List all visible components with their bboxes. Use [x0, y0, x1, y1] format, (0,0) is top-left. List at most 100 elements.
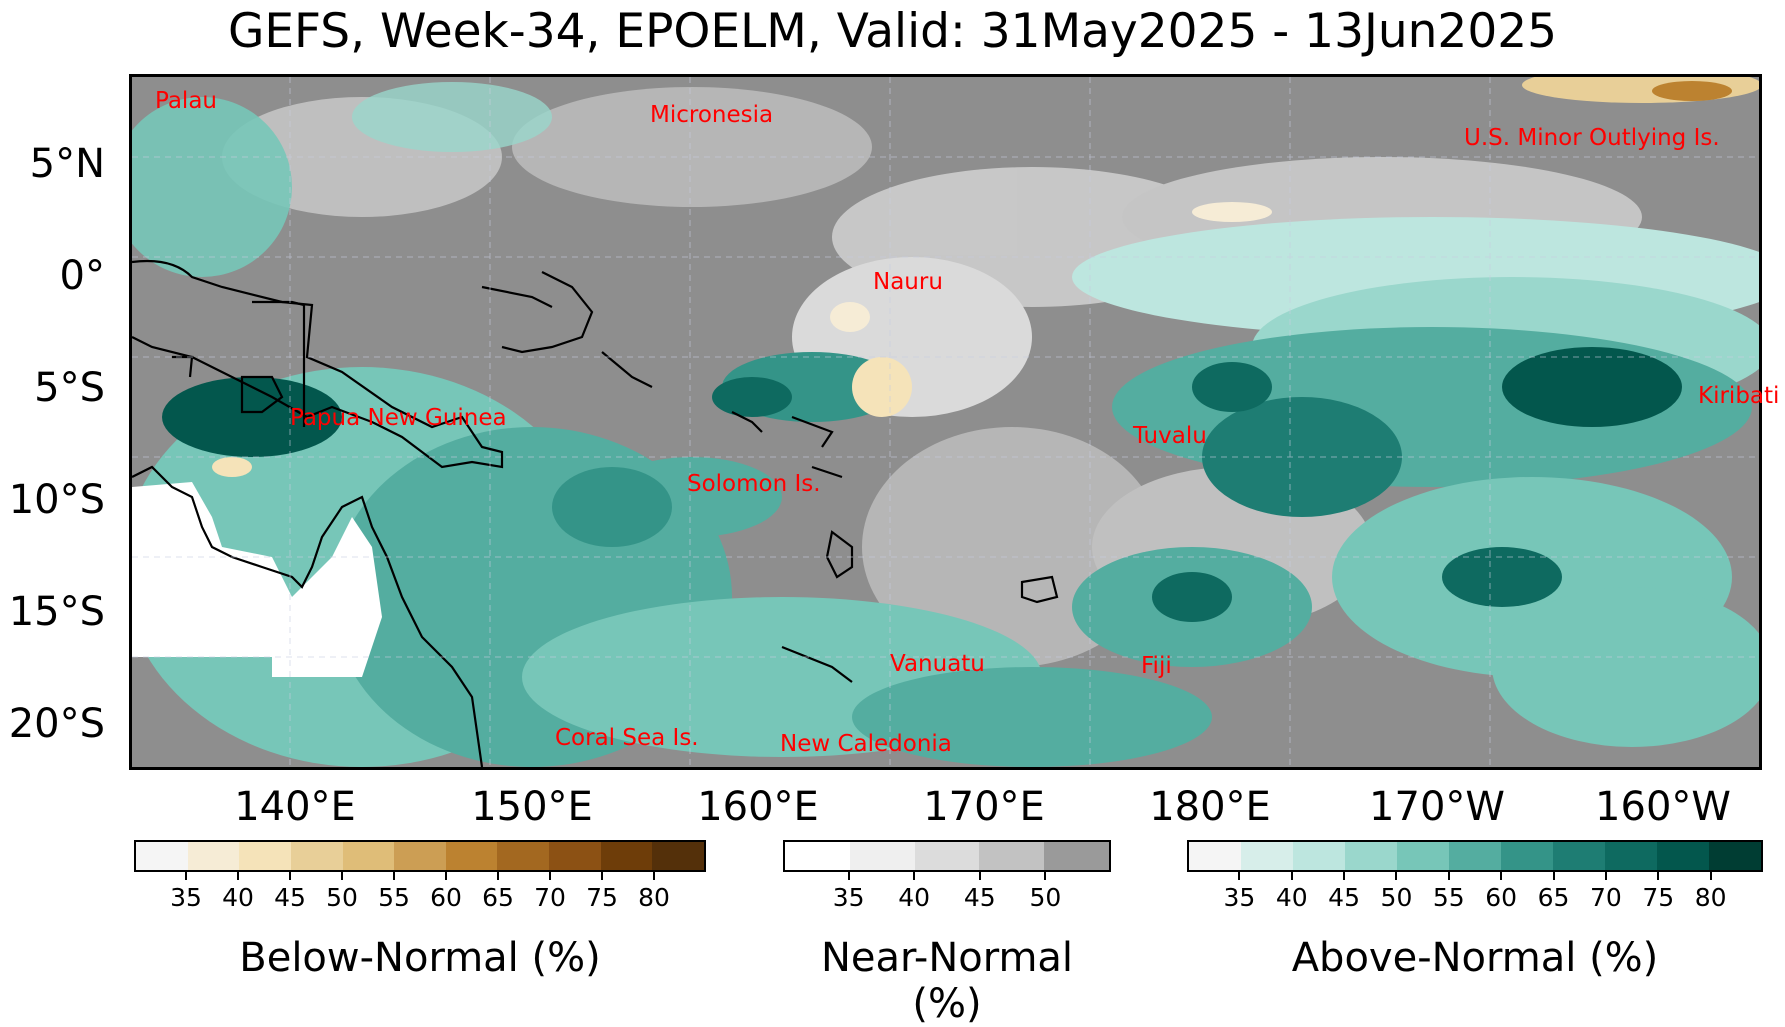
colorbar-tick-label: 35 — [832, 883, 865, 912]
colorbar-cell — [394, 842, 446, 870]
colorbar-tick — [1447, 872, 1450, 880]
colorbar-tick — [1290, 872, 1293, 880]
colorbar-tick-label: 55 — [1432, 883, 1465, 912]
probability-map — [132, 77, 1759, 767]
map-panel — [129, 74, 1762, 770]
colorbar-tick — [601, 872, 603, 880]
lon-label-160w: 160°W — [1595, 784, 1731, 830]
colorbar-tick — [1552, 872, 1555, 880]
colorbar-cell — [1044, 842, 1109, 870]
colorbar-below-normal — [134, 840, 706, 872]
place-label: U.S. Minor Outlying Is. — [1464, 125, 1720, 151]
place-label: Nauru — [873, 269, 943, 295]
lon-label-160e: 160°E — [697, 784, 819, 830]
colorbar-cell — [239, 842, 291, 870]
colorbar-tick — [913, 872, 916, 880]
place-label: Palau — [155, 88, 217, 114]
lat-label-5n: 5°N — [29, 141, 105, 187]
colorbar-tick — [1657, 872, 1660, 880]
colorbar-tick-label: 65 — [1537, 883, 1570, 912]
lat-label-5s: 5°S — [34, 365, 105, 411]
colorbar-tick-label: 75 — [1642, 883, 1675, 912]
colorbar-tick — [1500, 872, 1503, 880]
colorbar-label-below: Below-Normal (%) — [239, 935, 601, 981]
colorbar-tick — [653, 872, 655, 880]
colorbar-tick — [1238, 872, 1241, 880]
colorbar-tick — [237, 872, 239, 880]
colorbar-cell — [1709, 842, 1761, 870]
lat-label-15s: 15°S — [8, 589, 105, 635]
colorbar-tick-label: 80 — [638, 883, 670, 912]
colorbar-cell — [1657, 842, 1709, 870]
colorbar-above-normal — [1187, 840, 1763, 872]
lat-label-10s: 10°S — [8, 477, 105, 523]
colorbar-tick — [1343, 872, 1346, 880]
colorbar-cell — [1553, 842, 1605, 870]
colorbar-cell — [914, 842, 980, 870]
colorbar-tick — [1709, 872, 1712, 880]
colorbar-cell — [785, 842, 850, 870]
colorbar-tick — [393, 872, 395, 880]
colorbar-tick-label: 35 — [1223, 883, 1256, 912]
colorbar-tick-label: 35 — [170, 883, 202, 912]
colorbar-cell — [979, 842, 1045, 870]
colorbar-cell — [849, 842, 915, 870]
lat-label-20s: 20°S — [8, 701, 105, 747]
colorbar-cell — [290, 842, 343, 870]
lon-label-180e: 180°E — [1149, 784, 1271, 830]
colorbar-tick — [341, 872, 343, 880]
colorbar-tick-label: 60 — [430, 883, 462, 912]
colorbar-tick-label: 40 — [1275, 883, 1308, 912]
colorbar-cell — [652, 842, 705, 870]
above-normal-patches — [132, 82, 1759, 767]
gridlines — [132, 77, 1759, 767]
colorbar-tick-label: 45 — [963, 883, 996, 912]
colorbar-tick-label: 55 — [378, 883, 410, 912]
place-label: New Caledonia — [780, 731, 952, 757]
lon-label-170w: 170°W — [1369, 784, 1505, 830]
colorbar-tick — [847, 872, 850, 880]
colorbar-tick-label: 70 — [1590, 883, 1622, 912]
colorbar-cell — [1189, 842, 1241, 870]
chart-title: GEFS, Week-34, EPOELM, Valid: 31May2025 … — [227, 4, 1558, 59]
colorbar-tick — [445, 872, 447, 880]
colorbar-tick — [549, 872, 551, 880]
colorbar-tick — [978, 872, 981, 880]
colorbar-cell — [187, 842, 240, 870]
below-normal-patches — [212, 77, 1759, 477]
colorbar-tick-label: 45 — [274, 883, 306, 912]
colorbar-tick-label: 45 — [1328, 883, 1360, 912]
colorbar-tick-label: 70 — [534, 883, 566, 912]
colorbar-tick — [497, 872, 499, 880]
colorbar-cell — [1293, 842, 1345, 870]
colorbar-cell — [497, 842, 550, 870]
colorbar-cell — [1397, 842, 1449, 870]
colorbar-tick-label: 50 — [1029, 883, 1062, 912]
colorbar-tick-label: 40 — [898, 883, 931, 912]
colorbar-tick — [289, 872, 291, 880]
colorbar-label-near: Near-Normal (%) — [820, 935, 1074, 1027]
colorbar-cell — [342, 842, 395, 870]
lon-label-150e: 150°E — [471, 784, 593, 830]
colorbar-cell — [1345, 842, 1397, 870]
colorbar-label-above: Above-Normal (%) — [1291, 935, 1659, 981]
colorbar-tick — [1395, 872, 1398, 880]
colorbar-cell — [1501, 842, 1553, 870]
place-label: Kiribati — [1698, 383, 1780, 409]
place-label: Solomon Is. — [687, 471, 821, 497]
colorbar-tick-label: 65 — [482, 883, 514, 912]
place-label: Tuvalu — [1133, 423, 1207, 449]
colorbar-cell — [549, 842, 601, 870]
colorbar-cell — [1241, 842, 1293, 870]
place-label: Papua New Guinea — [290, 405, 507, 431]
lat-label-0: 0° — [59, 253, 105, 299]
colorbar-tick-label: 75 — [586, 883, 618, 912]
australia-mask — [132, 482, 382, 677]
place-label: Fiji — [1141, 653, 1172, 679]
colorbar-cell — [136, 842, 188, 870]
lon-label-170e: 170°E — [923, 784, 1045, 830]
place-label: Coral Sea Is. — [555, 725, 699, 751]
colorbar-cell — [445, 842, 498, 870]
place-label: Vanuatu — [890, 651, 985, 677]
colorbar-tick-label: 60 — [1485, 883, 1518, 912]
